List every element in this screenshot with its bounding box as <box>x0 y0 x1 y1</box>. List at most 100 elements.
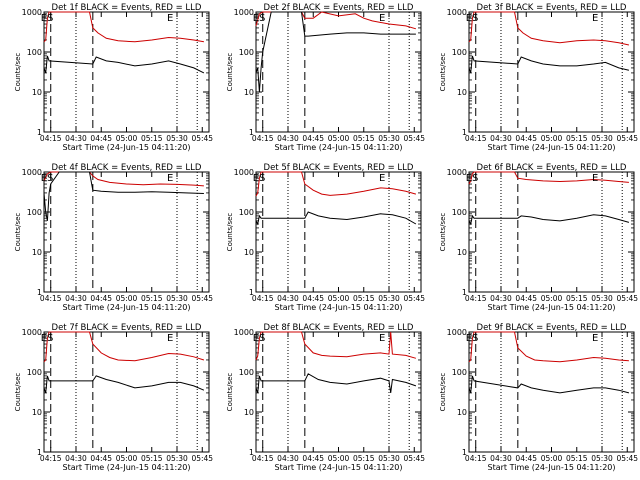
chart-panel-2: Det 2f BLACK = Events, RED = LLD 1 10 100 10… <box>226 3 425 152</box>
x-tick-label: 04:30 <box>277 134 299 143</box>
y-tick-label: 100 <box>239 48 254 57</box>
event-marker-label: ES <box>41 173 54 184</box>
event-marker-label: E <box>592 173 598 184</box>
event-marker-label: ES <box>41 13 54 24</box>
series-line <box>468 375 630 394</box>
y-tick-label: 10 <box>32 248 42 257</box>
series-line <box>255 331 417 361</box>
y-tick-label: 1 <box>249 128 254 137</box>
plot-frame <box>43 331 210 453</box>
x-tick-label: 04:15 <box>252 454 274 463</box>
x-tick-label: 04:15 <box>40 454 62 463</box>
plot-frame <box>43 11 210 133</box>
chart-panel-7: Det 7f BLACK = Events, RED = LLD 1 10 100 10… <box>14 323 213 472</box>
chart-panel-4: Det 4f BLACK = Events, RED = LLD 1 10 100 10… <box>14 163 213 312</box>
event-marker-label: ES <box>466 333 479 344</box>
y-tick-label: 10 <box>244 408 254 417</box>
x-tick-label: 05:00 <box>328 294 350 303</box>
x-tick-label: 05:30 <box>591 454 613 463</box>
y-tick-label: 1 <box>37 448 42 457</box>
event-marker-label: E <box>167 173 173 184</box>
x-axis-label: Start Time (24-Jun-15 04:11:20) <box>63 303 191 312</box>
series-line <box>255 373 417 394</box>
y-tick-label: 1 <box>462 288 467 297</box>
x-tick-label: 05:00 <box>116 294 138 303</box>
y-tick-label: 100 <box>452 368 467 377</box>
x-tick-label: 04:30 <box>65 454 87 463</box>
y-tick-label: 1 <box>249 448 254 457</box>
y-axis-label: Counts/sec <box>439 213 447 252</box>
x-tick-label: 04:45 <box>90 294 112 303</box>
event-marker-label: ES <box>253 13 266 24</box>
y-tick-label: 1 <box>37 288 42 297</box>
y-tick-label: 100 <box>452 48 467 57</box>
y-axis-label: Counts/sec <box>226 53 234 92</box>
x-tick-label: 05:30 <box>378 134 400 143</box>
x-tick-label: 05:45 <box>616 454 638 463</box>
x-tick-label: 04:30 <box>490 134 512 143</box>
y-axis-label: Counts/sec <box>14 373 22 412</box>
x-tick-label: 04:30 <box>65 134 87 143</box>
event-marker-label: ES <box>41 333 54 344</box>
series-line <box>43 55 205 74</box>
x-tick-label: 05:30 <box>166 134 188 143</box>
series-line <box>255 11 416 93</box>
y-tick-label: 1000 <box>22 168 42 177</box>
series-line <box>468 11 630 46</box>
y-tick-label: 10 <box>32 88 42 97</box>
x-tick-label: 05:45 <box>616 134 638 143</box>
event-marker-label: E <box>592 13 598 24</box>
event-marker-label: E <box>592 333 598 344</box>
y-tick-label: 100 <box>27 48 42 57</box>
x-tick-label: 05:15 <box>141 454 163 463</box>
y-tick-label: 1000 <box>234 168 254 177</box>
chart-title: Det 6f BLACK = Events, RED = LLD <box>477 163 627 173</box>
x-axis-label: Start Time (24-Jun-15 04:11:20) <box>488 143 616 152</box>
y-tick-label: 100 <box>452 208 467 217</box>
y-tick-label: 100 <box>239 368 254 377</box>
x-tick-label: 04:45 <box>90 134 112 143</box>
y-tick-label: 10 <box>457 88 467 97</box>
x-tick-label: 04:45 <box>515 454 537 463</box>
y-tick-label: 10 <box>457 408 467 417</box>
y-axis-label: Counts/sec <box>14 53 22 92</box>
x-tick-label: 04:15 <box>252 134 274 143</box>
x-tick-label: 05:15 <box>566 294 588 303</box>
x-axis-label: Start Time (24-Jun-15 04:11:20) <box>488 463 616 472</box>
y-axis-label: Counts/sec <box>226 213 234 252</box>
y-tick-label: 1 <box>37 128 42 137</box>
chart-title: Det 3f BLACK = Events, RED = LLD <box>477 3 627 13</box>
x-tick-label: 04:30 <box>277 294 299 303</box>
y-tick-label: 10 <box>244 248 254 257</box>
plot-frame <box>468 11 635 133</box>
plot-frame <box>468 171 635 293</box>
plot-frame <box>255 331 422 453</box>
event-marker-label: E <box>167 13 173 24</box>
x-tick-label: 04:45 <box>302 294 324 303</box>
x-tick-label: 05:00 <box>541 294 563 303</box>
x-axis-label: Start Time (24-Jun-15 04:11:20) <box>63 463 191 472</box>
x-axis-label: Start Time (24-Jun-15 04:11:20) <box>275 463 403 472</box>
x-tick-label: 04:30 <box>277 454 299 463</box>
x-tick-label: 05:15 <box>141 134 163 143</box>
chart-panel-3: Det 3f BLACK = Events, RED = LLD 1 10 100 10… <box>439 3 638 152</box>
x-tick-label: 05:00 <box>328 134 350 143</box>
y-tick-label: 1 <box>462 128 467 137</box>
x-axis-label: Start Time (24-Jun-15 04:11:20) <box>63 143 191 152</box>
x-tick-label: 05:15 <box>566 454 588 463</box>
x-axis-label: Start Time (24-Jun-15 04:11:20) <box>488 303 616 312</box>
chart-panel-6: Det 6f BLACK = Events, RED = LLD 1 10 100 10… <box>439 163 638 312</box>
y-tick-label: 10 <box>32 408 42 417</box>
event-marker-label: E <box>167 333 173 344</box>
y-tick-label: 1000 <box>447 328 467 337</box>
y-axis-label: Counts/sec <box>14 213 22 252</box>
y-tick-label: 1000 <box>22 8 42 17</box>
x-tick-label: 04:45 <box>515 294 537 303</box>
series-line <box>255 11 417 30</box>
x-tick-label: 04:45 <box>302 454 324 463</box>
x-tick-label: 05:15 <box>141 294 163 303</box>
plot-frame <box>43 171 210 293</box>
x-tick-label: 05:00 <box>116 134 138 143</box>
x-tick-label: 05:30 <box>378 454 400 463</box>
